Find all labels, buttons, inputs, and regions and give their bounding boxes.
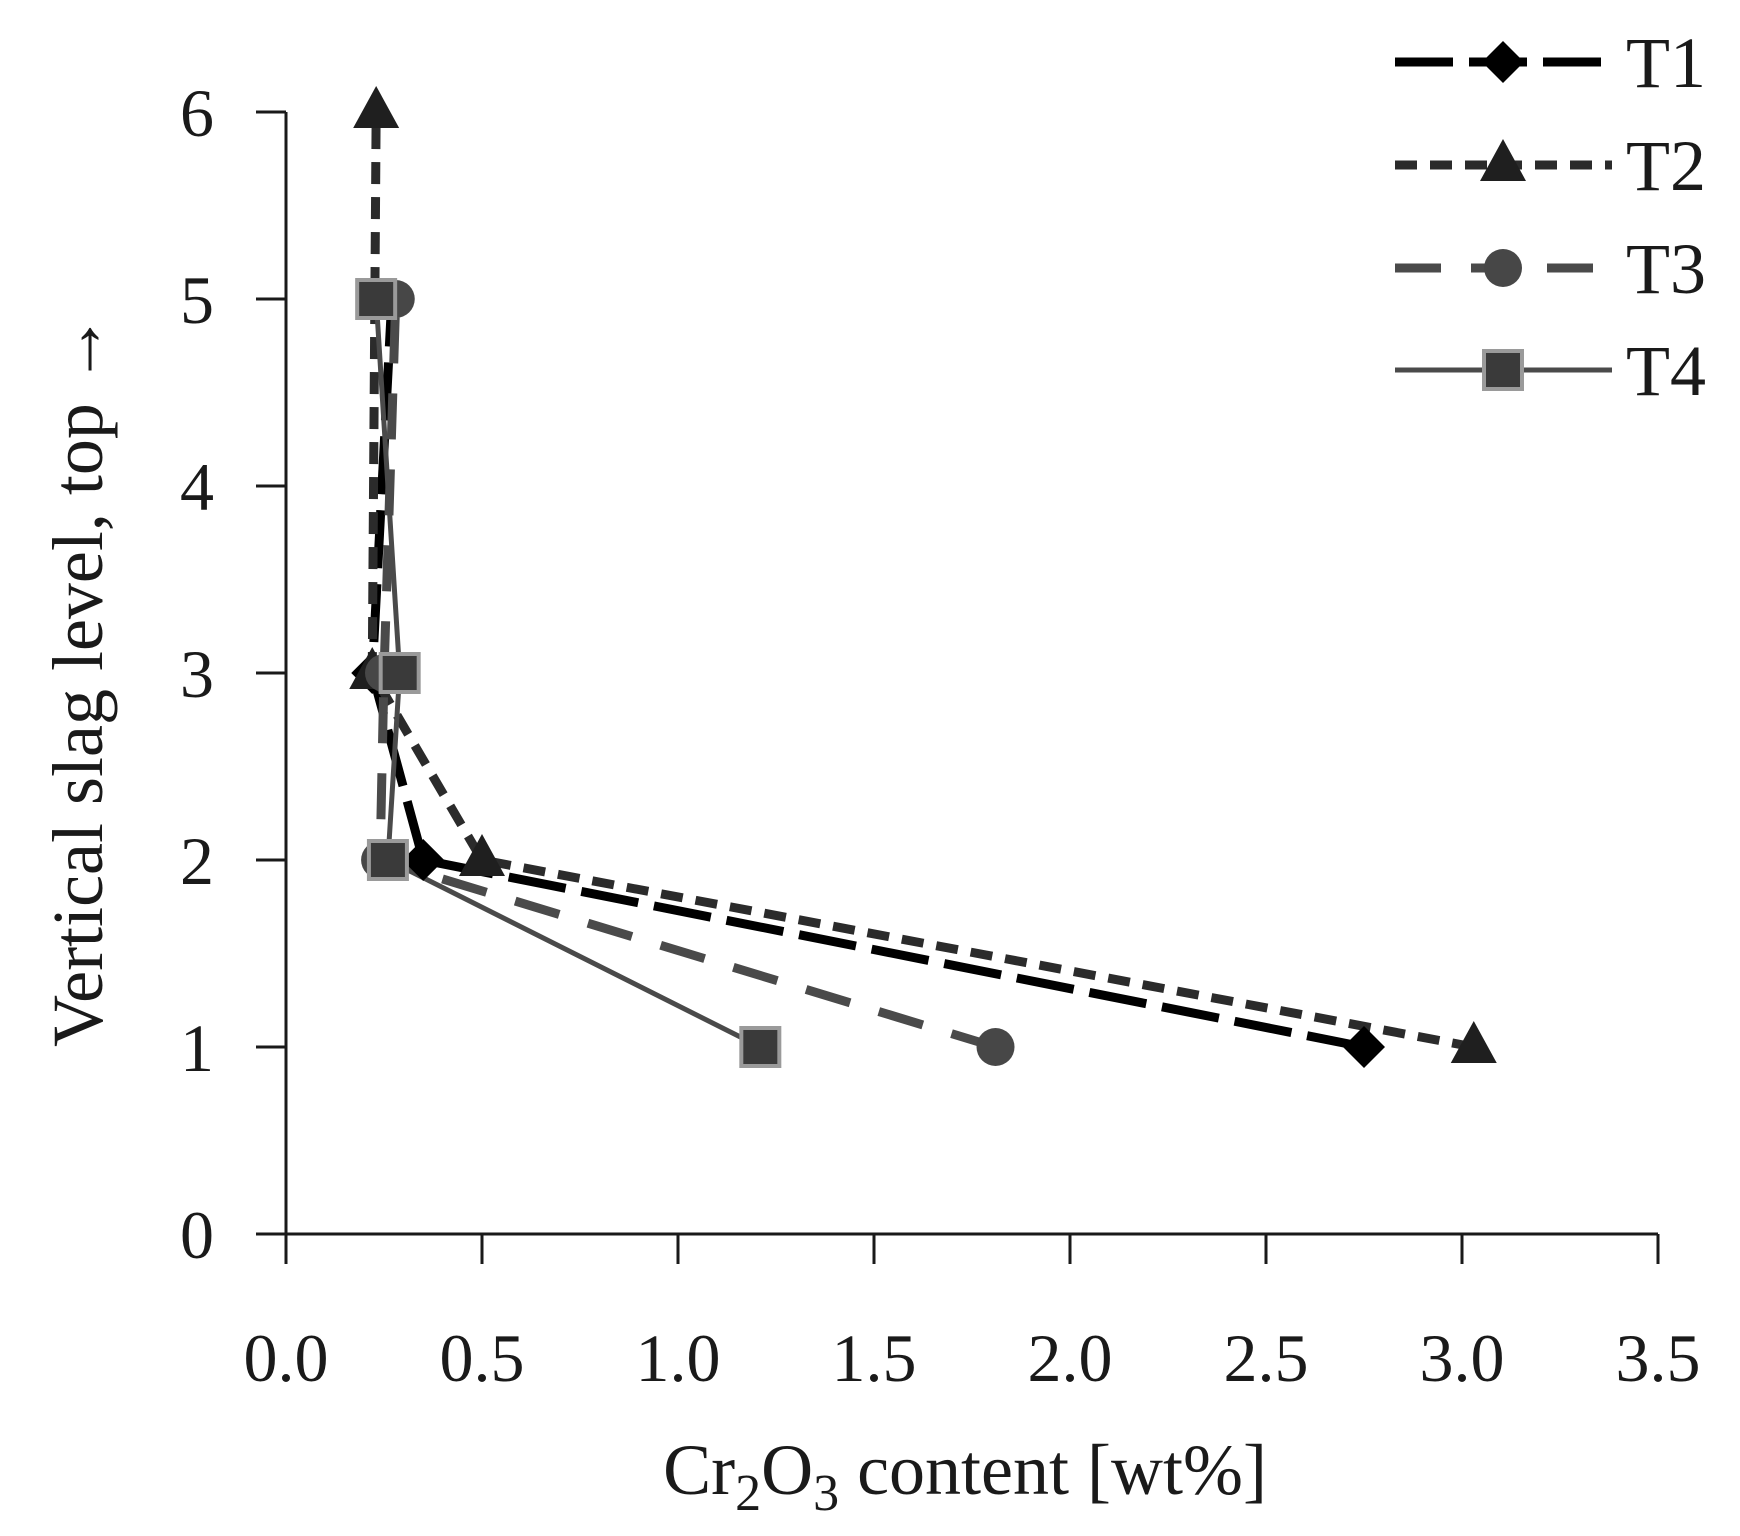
x-tick-label: 3.0	[1420, 1320, 1505, 1396]
data-point-t1	[1343, 1026, 1385, 1068]
axes-layer: 0.0 0.5 1.0 1.5 2.0 2.5 3.0 3.5 0 1 2 3 4 5 6	[180, 75, 1701, 1396]
x-tick-label: 2.5	[1224, 1320, 1309, 1396]
legend: T1 T2 T3 T4	[1395, 23, 1706, 411]
y-tick-label: 5	[180, 262, 214, 338]
y-tick-label: 1	[180, 1010, 214, 1086]
series-line-t1	[367, 298, 1365, 1052]
data-point-t4	[366, 839, 409, 881]
y-tick-label: 3	[180, 636, 214, 712]
data-point-t1	[402, 839, 445, 881]
legend-marker-t1	[1482, 41, 1524, 83]
data-point-t2	[1450, 1021, 1497, 1063]
series-line-t2	[367, 111, 1475, 1052]
legend-label-t1: T1	[1626, 23, 1706, 103]
legend-label-t2: T2	[1626, 126, 1706, 206]
data-point-t2	[353, 86, 400, 128]
marker-layer	[349, 86, 1497, 1068]
y-axis-title: Vertical slag level, top →	[38, 313, 118, 1047]
x-tick-label: 0.0	[244, 1320, 329, 1396]
legend-marker-t2	[1480, 139, 1526, 181]
series-layer	[367, 111, 1475, 1052]
data-point-t2	[459, 834, 505, 876]
legend-marker-t4	[1482, 349, 1524, 391]
data-point-t4	[355, 278, 398, 320]
y-tick-label: 0	[180, 1197, 214, 1273]
x-tick-label: 1.5	[832, 1320, 917, 1396]
x-tick-label: 1.0	[636, 1320, 721, 1396]
x-tick-label: 0.5	[440, 1320, 525, 1396]
y-tick-label: 6	[180, 75, 214, 151]
y-tick-label: 4	[180, 449, 214, 525]
y-tick-label: 2	[180, 823, 214, 899]
data-point-t3	[976, 1028, 1015, 1066]
data-point-t4	[378, 652, 421, 694]
series-line-t4	[373, 298, 762, 1050]
series-line-t3	[375, 298, 997, 1052]
legend-label-t4: T4	[1626, 331, 1706, 411]
x-axis-title: Cr2O3 content [wt%]	[663, 1430, 1267, 1522]
x-tick-label: 2.0	[1028, 1320, 1113, 1396]
data-point-t4	[739, 1026, 782, 1068]
legend-label-t3: T3	[1626, 229, 1706, 309]
x-tick-label: 3.5	[1616, 1320, 1701, 1396]
legend-marker-t3	[1484, 249, 1522, 287]
